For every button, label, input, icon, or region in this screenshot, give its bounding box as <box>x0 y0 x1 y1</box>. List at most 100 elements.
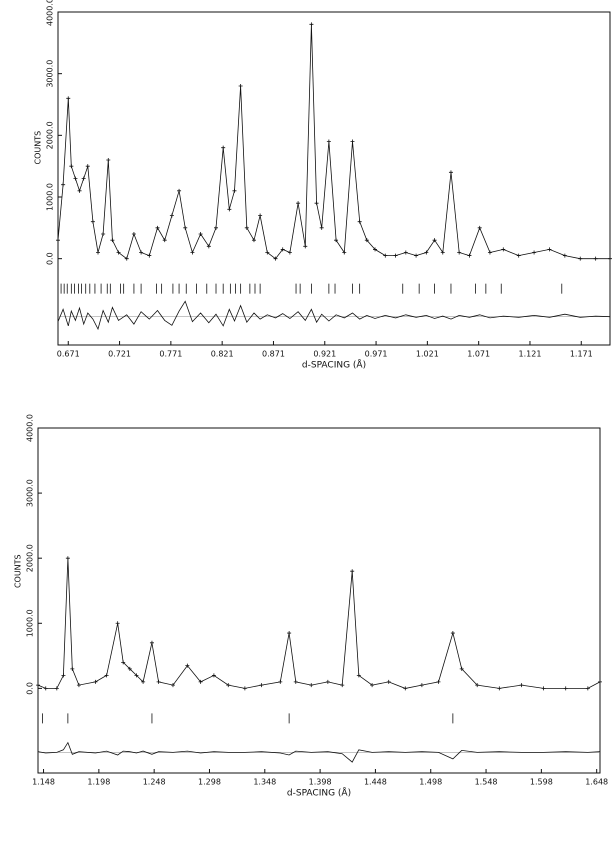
observed-point <box>93 679 98 684</box>
observed-point <box>106 158 111 162</box>
difference-line <box>37 741 601 763</box>
y-tick-label: 3000.0 <box>26 479 35 507</box>
observed-point <box>432 238 437 243</box>
observed-point <box>373 247 378 252</box>
observed-point <box>403 686 408 691</box>
observed-point <box>147 253 152 258</box>
difference-line <box>57 300 611 331</box>
observed-point <box>190 250 195 255</box>
observed-point <box>76 683 81 688</box>
y-tick-label: 2000.0 <box>46 121 55 149</box>
observed-point <box>475 683 480 688</box>
observed-point <box>227 207 232 212</box>
observed-point <box>259 683 264 688</box>
observed-point <box>66 96 71 101</box>
x-tick-label: 1.398 <box>309 778 332 787</box>
observed-point <box>69 164 74 169</box>
observed-point <box>326 139 331 144</box>
y-tick-label: 0.0 <box>26 682 35 695</box>
observed-point <box>325 679 330 684</box>
observed-point <box>608 256 612 261</box>
observed-point <box>226 683 231 688</box>
observed-point <box>459 666 464 671</box>
observed-point <box>198 232 203 236</box>
observed-point <box>73 176 78 181</box>
observed-point <box>251 238 256 243</box>
x-axis-title: d-SPACING (Å) <box>287 787 351 799</box>
observed-point <box>127 666 132 671</box>
observed-point <box>155 225 160 230</box>
observed-point <box>214 225 219 230</box>
observed-point <box>116 250 121 255</box>
profile-line <box>57 24 610 260</box>
observed-point <box>170 683 175 688</box>
y-tick-label: 1000.0 <box>26 609 35 637</box>
observed-point <box>278 679 283 684</box>
observed-point <box>43 686 48 691</box>
observed-point <box>65 556 70 561</box>
observed-point <box>90 219 95 224</box>
observed-point <box>487 250 492 255</box>
observed-point <box>436 679 441 684</box>
observed-point <box>273 256 278 261</box>
observed-point <box>547 247 552 252</box>
observed-point <box>169 213 174 218</box>
observed-point <box>141 679 146 684</box>
x-tick-label: 0.971 <box>365 350 388 359</box>
y-tick-label: 1000.0 <box>46 183 55 211</box>
x-tick-label: 0.871 <box>262 350 285 359</box>
observed-point <box>265 250 270 255</box>
observed-point <box>221 145 226 150</box>
x-tick-label: 0.721 <box>108 350 131 359</box>
x-tick-label: 1.148 <box>32 778 55 787</box>
observed-point <box>61 182 66 187</box>
observed-point <box>131 232 136 236</box>
observed-point <box>467 253 472 258</box>
observed-point <box>198 679 203 684</box>
observed-point <box>562 253 567 258</box>
x-tick-label: 1.071 <box>467 350 490 359</box>
observed-point <box>280 247 285 252</box>
observed-point <box>134 673 139 678</box>
observed-point <box>340 683 345 688</box>
observed-point <box>121 660 126 665</box>
observed-point <box>115 621 120 626</box>
x-tick-label: 0.821 <box>211 350 234 359</box>
x-tick-label: 1.598 <box>530 778 553 787</box>
y-axis-title: COUNTS <box>14 554 23 588</box>
observed-point <box>370 683 375 688</box>
y-tick-label: 4000.0 <box>26 414 35 442</box>
observed-point <box>70 666 75 671</box>
observed-point <box>139 250 144 255</box>
observed-point <box>85 164 90 169</box>
x-tick-label: 1.548 <box>475 778 498 787</box>
x-tick-label: 1.648 <box>585 778 608 787</box>
x-tick-label: 1.171 <box>570 350 593 359</box>
observed-point <box>314 201 319 206</box>
x-tick-label: 1.021 <box>416 350 439 359</box>
observed-point <box>386 679 391 684</box>
observed-point <box>501 247 506 252</box>
observed-point <box>303 244 308 249</box>
observed-point <box>242 686 247 691</box>
observed-point <box>183 225 188 230</box>
observed-point <box>516 253 521 258</box>
observed-point <box>156 679 161 684</box>
observed-point <box>598 679 602 684</box>
x-tick-label: 1.348 <box>253 778 276 787</box>
observed-point <box>532 250 537 255</box>
observed-point <box>61 673 66 678</box>
observed-point <box>342 250 347 255</box>
observed-point <box>81 176 86 181</box>
x-tick-label: 0.771 <box>159 350 182 359</box>
observed-point <box>36 683 40 688</box>
observed-point <box>419 683 424 688</box>
x-tick-label: 1.298 <box>198 778 221 787</box>
observed-point <box>593 256 598 261</box>
y-tick-label: 3000.0 <box>46 60 55 88</box>
observed-point <box>162 238 167 243</box>
x-tick-label: 0.671 <box>57 350 80 359</box>
observed-point <box>110 238 115 243</box>
x-tick-label: 1.248 <box>143 778 166 787</box>
